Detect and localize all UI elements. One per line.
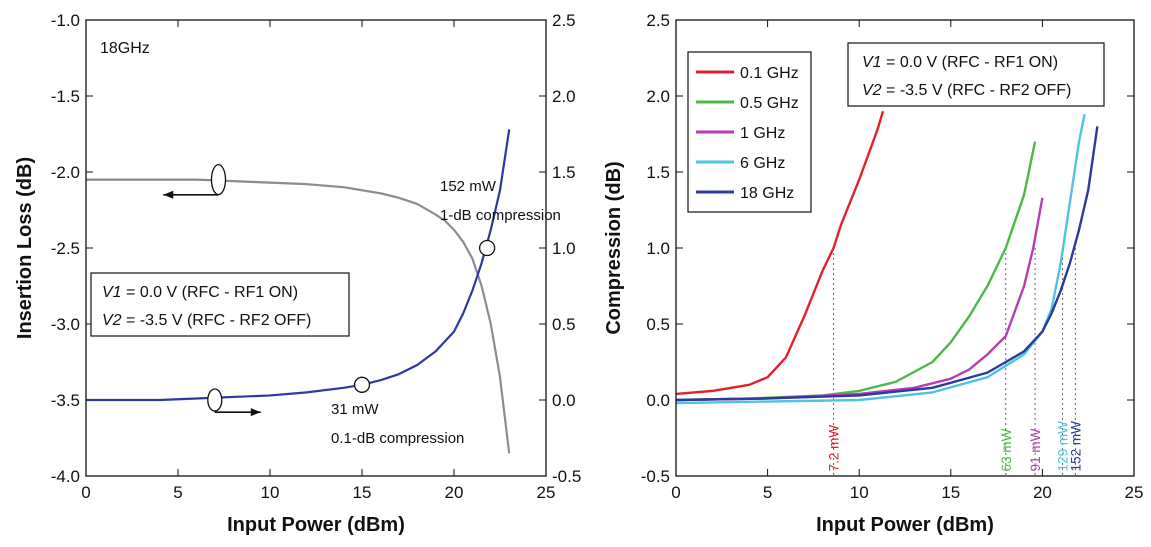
left-y-tick-label: -1.5	[51, 87, 80, 106]
compression-1db-power: 152 mW	[440, 178, 497, 195]
right-bias-v2-value: = -3.5 V (RFC - RF2 OFF)	[882, 82, 1072, 99]
right-bias-box-frame	[847, 42, 1105, 107]
legend-label: 18 GHz	[740, 185, 794, 202]
right-bias-v2: V2 = -3.5 V (RFC - RF2 OFF)	[862, 82, 1071, 99]
compression-curve-marker	[207, 388, 223, 412]
right-plot-frame	[675, 19, 1135, 477]
drop-line-label: 129 mW	[1056, 421, 1071, 472]
left-bias-v2-name: V2	[102, 312, 122, 329]
right-y-tick-label: 2.5	[646, 11, 670, 30]
right-x-tick-label: 25	[1125, 483, 1144, 502]
left-y-tick-label: -4.0	[51, 467, 80, 486]
left-y-tick-label: -3.5	[51, 391, 80, 410]
drop-line-label: 7.2 mW	[827, 425, 842, 472]
right-y-tick-label: 0.5	[646, 315, 670, 334]
left-bias-v1: V1 = 0.0 V (RFC - RF1 ON)	[102, 284, 298, 301]
left-y2-tick-label: -0.5	[552, 467, 581, 486]
compression-series-line	[675, 126, 1099, 402]
left-plot-frame	[85, 19, 547, 477]
right-y-tick-label: -0.5	[641, 467, 670, 486]
right-bias-box: V1 = 0.0 V (RFC - RF1 ON) V2 = -3.5 V (R…	[847, 42, 1105, 107]
left-y2-tick-label: 2.5	[552, 11, 576, 30]
right-y-tick-label: 1.5	[646, 163, 670, 182]
legend-label: 6 GHz	[740, 155, 785, 172]
point-01db-marker	[353, 376, 371, 393]
compression-01db-label: 0.1-dB compression	[331, 430, 464, 447]
left-bias-box: V1 = 0.0 V (RFC - RF1 ON) V2 = -3.5 V (R…	[90, 272, 350, 337]
frequency-label: 18GHz	[100, 40, 150, 57]
right-x-tick-label: 15	[941, 483, 960, 502]
compression-1db-label: 1-dB compression	[440, 207, 561, 224]
left-y-tick-label: -2.5	[51, 239, 80, 258]
right-chart-legend: 0.1 GHz 0.5 GHz 1 GHz 6 GHz 18 GHz	[687, 51, 812, 213]
legend-label: 0.5 GHz	[740, 95, 799, 112]
right-y-tick-label: 1.0	[646, 239, 670, 258]
right-x-axis-title: Input Power (dBm)	[816, 514, 994, 536]
drop-line-label: 91 mW	[1028, 428, 1043, 471]
left-chart-markers	[163, 163, 496, 417]
left-y-axis-title: Insertion Loss (dB)	[14, 157, 36, 339]
right-y-axis-title: Compression (dB)	[603, 161, 625, 334]
point-1db-marker	[478, 239, 496, 257]
right-y-tick-label: 2.0	[646, 87, 670, 106]
right-bias-v1-value: = 0.0 V (RFC - RF1 ON)	[882, 54, 1058, 71]
left-y2-tick-label: 1.0	[552, 239, 576, 258]
left-y2-tick-label: 0.5	[552, 315, 576, 334]
left-bias-v1-value: = 0.0 V (RFC - RF1 ON)	[122, 284, 298, 301]
left-y2-tick-label: 0.0	[552, 391, 576, 410]
right-x-tick-label: 0	[671, 483, 680, 502]
insertion-loss-chart: 0 5 10 15 20 25 -1.0 -1.5 -2.0 -2.5 -3.0 -3.5 -4.0 2.…	[14, 11, 581, 536]
compression-01db-power: 31 mW	[331, 401, 379, 418]
legend-label: 1 GHz	[740, 125, 785, 142]
left-bias-v2: V2 = -3.5 V (RFC - RF2 OFF)	[102, 312, 311, 329]
axis-arrow-head	[163, 190, 174, 199]
left-x-axis-title: Input Power (dBm)	[227, 514, 405, 536]
loss-curve-marker	[210, 163, 227, 196]
left-x-tick-label: 10	[261, 483, 280, 502]
left-bias-v1-name: V1	[102, 284, 122, 301]
left-x-tick-label: 5	[173, 483, 182, 502]
left-x-tick-label: 25	[537, 483, 556, 502]
right-x-tick-label: 10	[850, 483, 869, 502]
right-chart-ticks: 0 5 10 15 20 25 2.5 2.0 1.5 1.0 0.5 0.0 -0.5	[641, 11, 1144, 502]
compression-series-line	[675, 110, 885, 396]
left-x-tick-label: 0	[81, 483, 90, 502]
left-x-tick-label: 20	[445, 483, 464, 502]
compression-series-line	[675, 197, 1044, 402]
left-y-tick-label: -3.0	[51, 315, 80, 334]
compression-chart: 0 5 10 15 20 25 2.5 2.0 1.5 1.0 0.5 0.0 -0.5 7.2 mW 6…	[603, 11, 1143, 536]
left-chart-series	[86, 129, 511, 454]
right-y-tick-label: 0.0	[646, 391, 670, 410]
left-y-tick-label: -1.0	[51, 11, 80, 30]
right-x-tick-label: 20	[1033, 483, 1052, 502]
left-chart-ticks: 0 5 10 15 20 25 -1.0 -1.5 -2.0 -2.5 -3.0 -3.5 -4.0 2.…	[51, 11, 582, 502]
right-bias-v2-name: V2	[862, 82, 882, 99]
left-y2-tick-label: 2.0	[552, 87, 576, 106]
left-bias-v2-value: = -3.5 V (RFC - RF2 OFF)	[122, 312, 312, 329]
compression-line-18ghz	[86, 129, 511, 402]
drop-line-label: 152 mW	[1068, 421, 1083, 472]
left-y-tick-label: -2.0	[51, 163, 80, 182]
axis-arrow-head	[250, 408, 261, 417]
right-x-tick-label: 5	[763, 483, 772, 502]
legend-label: 0.1 GHz	[740, 65, 799, 82]
left-bias-box-frame	[90, 272, 350, 337]
insertion-loss-line	[86, 178, 511, 454]
drop-line-label: 63 mW	[999, 428, 1014, 471]
right-bias-v1: V1 = 0.0 V (RFC - RF1 ON)	[862, 54, 1058, 71]
right-chart-series	[675, 110, 1099, 405]
left-y2-tick-label: 1.5	[552, 163, 576, 182]
left-x-tick-label: 15	[353, 483, 372, 502]
right-bias-v1-name: V1	[862, 54, 882, 71]
